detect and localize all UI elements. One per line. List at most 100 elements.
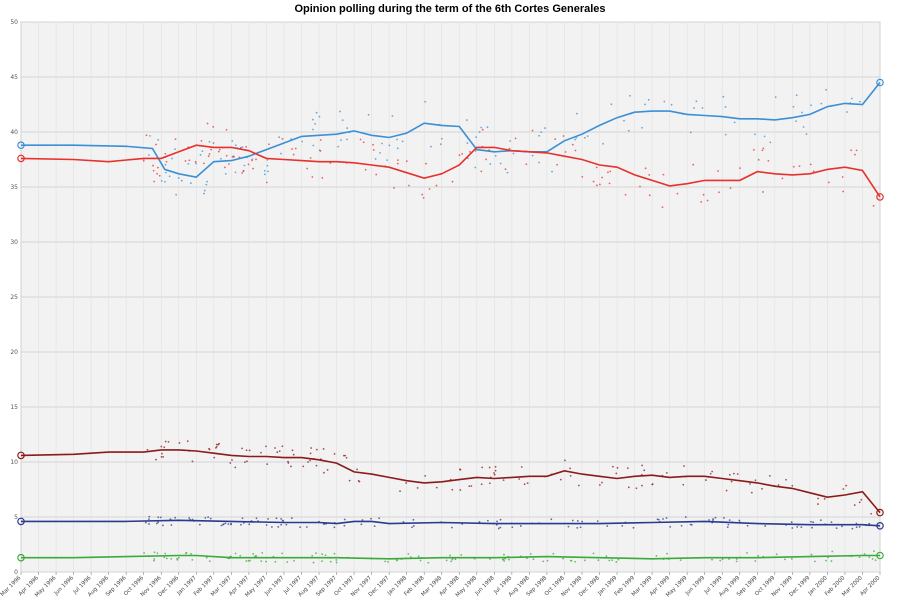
poll-point bbox=[205, 556, 208, 559]
poll-point bbox=[680, 524, 683, 527]
poll-point bbox=[571, 143, 574, 146]
poll-point bbox=[508, 558, 510, 561]
poll-point bbox=[757, 158, 760, 161]
poll-point bbox=[651, 483, 654, 486]
y-tick-label: 45 bbox=[10, 74, 18, 81]
poll-point bbox=[626, 467, 629, 469]
y-tick-label: 15 bbox=[10, 404, 18, 411]
poll-point bbox=[312, 118, 314, 121]
poll-point bbox=[655, 555, 658, 557]
poll-point bbox=[496, 520, 498, 523]
series-line bbox=[21, 82, 881, 178]
poll-point bbox=[662, 173, 665, 176]
poll-point bbox=[212, 125, 215, 128]
poll-point bbox=[224, 172, 227, 175]
poll-point bbox=[823, 497, 826, 500]
poll-point bbox=[596, 184, 598, 187]
poll-point bbox=[291, 148, 293, 150]
poll-point bbox=[346, 138, 348, 141]
poll-point bbox=[180, 179, 183, 182]
poll-point bbox=[427, 561, 430, 564]
poll-point bbox=[405, 482, 408, 484]
poll-point bbox=[421, 193, 424, 196]
y-tick-label: 20 bbox=[10, 349, 18, 356]
poll-point bbox=[333, 526, 336, 529]
poll-point bbox=[556, 163, 559, 166]
poll-point bbox=[499, 518, 502, 521]
poll-point bbox=[576, 520, 579, 522]
poll-point bbox=[569, 474, 572, 477]
poll-point bbox=[478, 521, 481, 523]
poll-point bbox=[584, 559, 586, 562]
poll-point bbox=[425, 162, 427, 165]
poll-point bbox=[810, 520, 812, 523]
poll-point bbox=[860, 498, 863, 501]
poll-point bbox=[623, 119, 625, 122]
poll-point bbox=[435, 184, 438, 187]
poll-point bbox=[721, 558, 724, 561]
poll-point bbox=[160, 455, 163, 458]
poll-point bbox=[429, 145, 432, 148]
poll-point bbox=[329, 560, 332, 563]
poll-point bbox=[234, 466, 237, 469]
poll-point bbox=[170, 524, 173, 526]
poll-point bbox=[277, 525, 280, 528]
poll-point bbox=[648, 194, 651, 197]
poll-point bbox=[817, 503, 819, 505]
poll-point bbox=[466, 142, 469, 144]
poll-point bbox=[735, 558, 738, 560]
series-line bbox=[20, 144, 881, 198]
poll-point bbox=[315, 552, 317, 555]
series-end-marker bbox=[876, 521, 884, 530]
poll-point bbox=[559, 478, 562, 481]
poll-point bbox=[459, 489, 462, 491]
poll-point bbox=[825, 559, 827, 562]
poll-point bbox=[238, 156, 241, 159]
poll-point bbox=[177, 177, 180, 179]
poll-point bbox=[870, 512, 873, 515]
poll-point bbox=[280, 152, 282, 155]
poll-point bbox=[165, 160, 168, 163]
poll-point bbox=[157, 516, 160, 519]
poll-point bbox=[292, 153, 295, 156]
poll-point bbox=[754, 479, 757, 482]
poll-point bbox=[526, 482, 529, 484]
poll-point bbox=[520, 466, 523, 468]
poll-point bbox=[374, 158, 377, 160]
series-start-marker bbox=[17, 451, 25, 460]
poll-point bbox=[243, 164, 246, 167]
poll-point bbox=[153, 551, 156, 554]
poll-point bbox=[144, 521, 147, 524]
poll-point bbox=[248, 449, 251, 452]
y-tick-label: 25 bbox=[10, 294, 18, 301]
poll-point bbox=[142, 159, 145, 162]
poll-point bbox=[424, 475, 427, 477]
poll-point bbox=[526, 557, 528, 560]
poll-point bbox=[700, 201, 703, 203]
poll-point bbox=[315, 111, 318, 114]
poll-point bbox=[666, 552, 668, 555]
poll-point bbox=[750, 491, 753, 494]
poll-point bbox=[692, 163, 695, 166]
poll-point bbox=[319, 150, 322, 152]
poll-point bbox=[724, 106, 727, 108]
poll-point bbox=[174, 516, 177, 519]
poll-point bbox=[207, 155, 210, 158]
poll-point bbox=[817, 497, 820, 500]
poll-point bbox=[579, 526, 582, 529]
poll-point bbox=[201, 150, 204, 153]
poll-point bbox=[157, 138, 160, 141]
poll-point bbox=[370, 517, 372, 520]
poll-point bbox=[275, 517, 278, 520]
poll-point bbox=[176, 558, 179, 561]
poll-point bbox=[178, 556, 180, 559]
poll-point bbox=[599, 183, 601, 186]
poll-point bbox=[586, 135, 589, 137]
poll-point bbox=[684, 516, 687, 518]
chart-title: Opinion polling during the term of the 6… bbox=[294, 3, 606, 15]
poll-point bbox=[641, 126, 644, 129]
poll-point bbox=[468, 485, 471, 488]
poll-point bbox=[606, 525, 609, 527]
poll-point bbox=[754, 560, 757, 562]
poll-point bbox=[335, 559, 338, 561]
